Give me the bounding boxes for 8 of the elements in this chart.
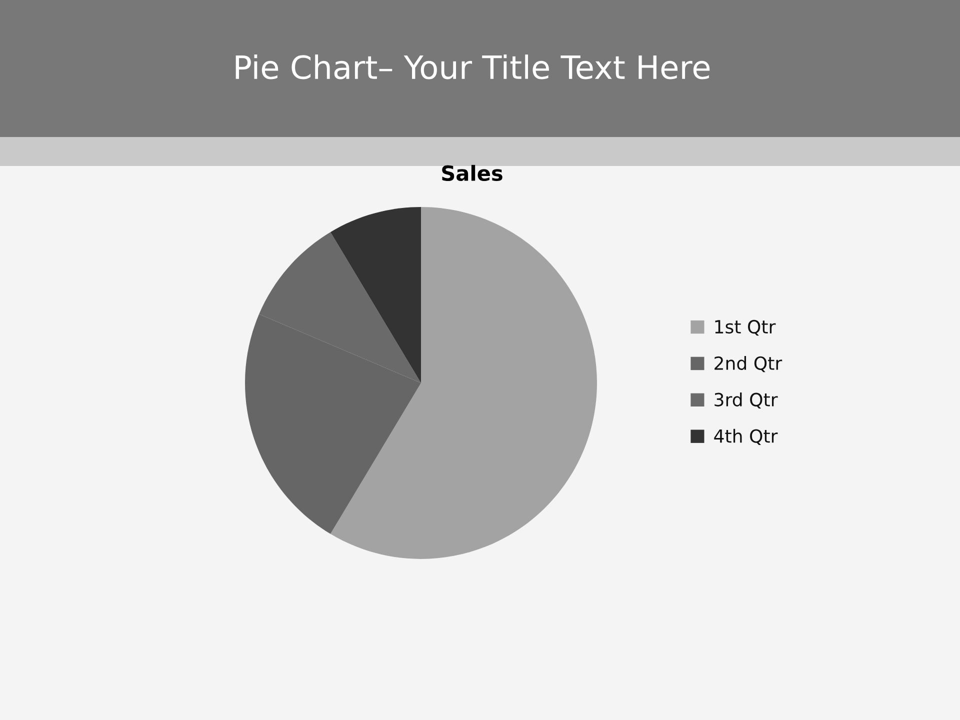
legend-label: 2nd Qtr — [714, 356, 782, 372]
chart-subtitle: Sales — [442, 164, 502, 182]
pie-slice — [330, 207, 597, 559]
legend-label: 1st Qtr — [715, 320, 776, 336]
chart-title: Pie Chart– Your Title Text Here — [236, 54, 710, 80]
pie-slice — [330, 207, 421, 383]
legend-label: 3rd Qtr — [714, 392, 778, 409]
legend-label: 4th Qtr — [714, 428, 778, 445]
